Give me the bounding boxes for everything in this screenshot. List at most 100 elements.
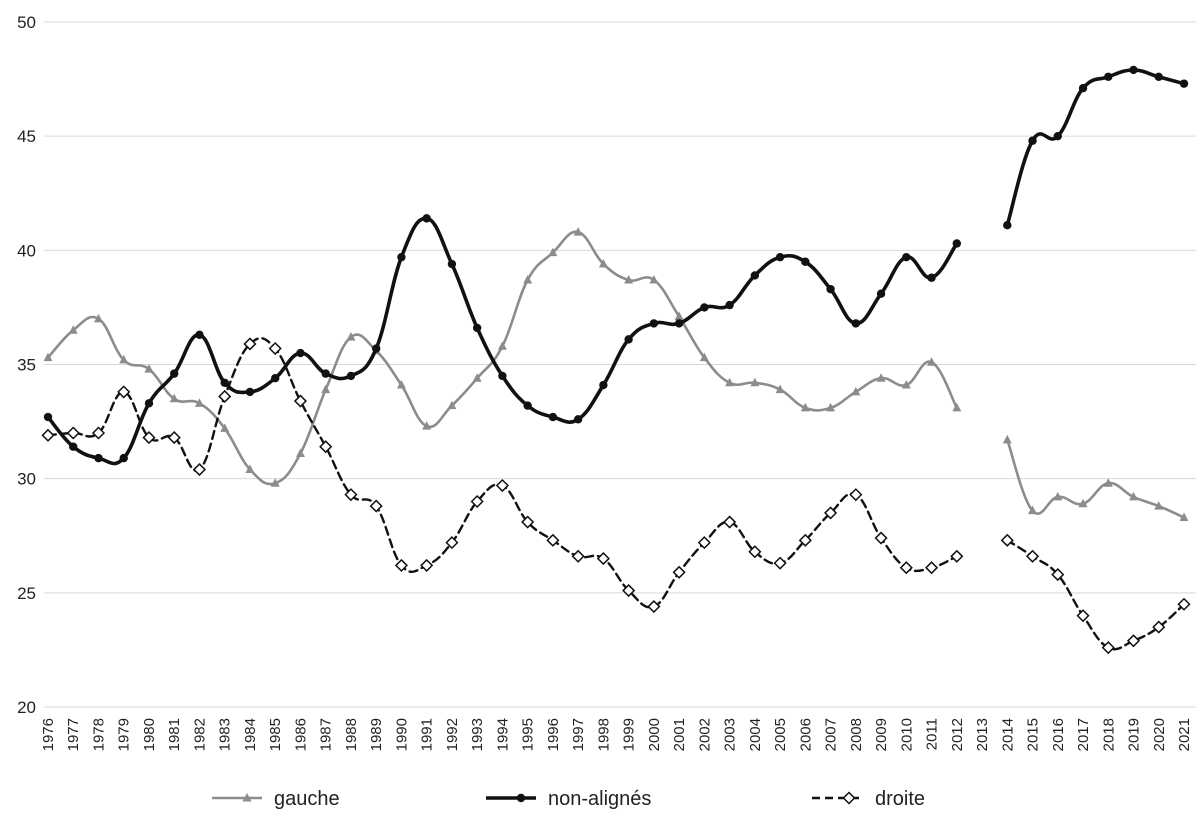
x-tick-label: 1991 (419, 718, 436, 751)
data-point (952, 239, 961, 248)
data-point (548, 412, 558, 422)
x-tick-label: 1977 (65, 718, 82, 751)
data-point (571, 549, 585, 563)
data-point (699, 352, 709, 362)
data-point (826, 284, 835, 294)
y-tick-label: 35 (17, 356, 36, 375)
data-point (775, 384, 785, 394)
x-tick-label: 1981 (166, 718, 183, 751)
data-point (1076, 609, 1090, 623)
data-point (119, 453, 128, 463)
y-tick-label: 40 (17, 241, 36, 260)
data-point (371, 344, 381, 353)
legend-item-gauche: gauche (212, 788, 340, 810)
data-point (321, 369, 330, 378)
data-point (117, 385, 131, 399)
data-point (523, 401, 532, 410)
x-tick-label: 2013 (974, 718, 991, 751)
data-point (1126, 634, 1141, 648)
data-point (927, 357, 937, 366)
data-point (144, 364, 154, 373)
data-point (672, 565, 686, 579)
data-point (851, 386, 861, 396)
data-point (1129, 491, 1139, 501)
data-point (498, 371, 507, 381)
data-point (849, 488, 863, 502)
data-point (472, 373, 482, 382)
data-point (472, 323, 482, 333)
data-point (1078, 498, 1088, 508)
x-tick-label: 1987 (318, 718, 335, 751)
data-point (927, 273, 936, 282)
x-tick-label: 2003 (722, 718, 739, 751)
data-point (495, 478, 509, 493)
x-tick-label: 2017 (1075, 718, 1092, 751)
data-point (674, 319, 684, 328)
x-tick-label: 2008 (848, 718, 865, 751)
data-point (270, 478, 280, 487)
data-point (674, 311, 684, 321)
data-point (369, 499, 383, 513)
x-tick-label: 1992 (444, 718, 461, 751)
x-tick-label: 2012 (949, 718, 966, 751)
data-point (599, 380, 608, 390)
y-tick-label: 25 (17, 584, 36, 603)
data-point (93, 313, 103, 323)
data-point (195, 330, 204, 340)
data-point (700, 303, 709, 312)
data-point (69, 442, 78, 451)
x-tick-label: 2002 (696, 718, 713, 751)
legend-item-droite: droite (812, 788, 925, 810)
data-point (422, 214, 431, 223)
data-point (220, 423, 230, 432)
data-point (1177, 597, 1191, 611)
legend-marker (842, 791, 856, 805)
data-point (826, 402, 836, 412)
data-point (723, 515, 737, 529)
x-tick-label: 1982 (191, 718, 208, 751)
x-tick-label: 2006 (797, 718, 814, 751)
data-point (924, 561, 939, 575)
gridlines (44, 21, 1196, 708)
data-point (798, 533, 812, 547)
data-point (243, 337, 257, 351)
data-point (573, 415, 583, 424)
data-point (295, 448, 305, 458)
data-point (901, 380, 911, 389)
legend-item-non-alignés: non-alignés (486, 788, 651, 810)
data-point (344, 488, 358, 502)
data-point (1103, 478, 1113, 487)
data-point (296, 348, 305, 358)
data-point (1000, 533, 1014, 547)
data-point (899, 561, 913, 575)
data-point (41, 428, 55, 442)
x-tick-label: 2009 (873, 718, 890, 751)
data-point (1028, 136, 1037, 145)
x-tick-label: 2001 (671, 718, 688, 751)
legend: gauche non-alignés droite (212, 788, 925, 810)
data-point (649, 319, 659, 328)
data-point (750, 271, 760, 280)
x-tick-label: 2016 (1050, 718, 1067, 751)
y-tick-label: 45 (17, 127, 36, 146)
data-point (144, 399, 154, 408)
data-point (1028, 505, 1038, 515)
data-point (445, 536, 459, 550)
data-point (647, 599, 661, 614)
data-point (43, 412, 53, 422)
data-point (394, 558, 408, 572)
x-tick-label: 1979 (116, 718, 133, 751)
data-point (775, 252, 785, 262)
data-point (1152, 620, 1166, 634)
data-point (1154, 72, 1163, 82)
data-point (1101, 641, 1115, 655)
data-point (824, 506, 838, 520)
y-tick-label: 20 (17, 698, 36, 717)
x-tick-label: 2014 (999, 718, 1016, 751)
data-point (170, 369, 179, 378)
x-tick-label: 1983 (217, 718, 234, 751)
data-point (321, 384, 331, 394)
data-point (142, 431, 156, 445)
data-point (268, 341, 282, 356)
data-point (876, 289, 886, 298)
